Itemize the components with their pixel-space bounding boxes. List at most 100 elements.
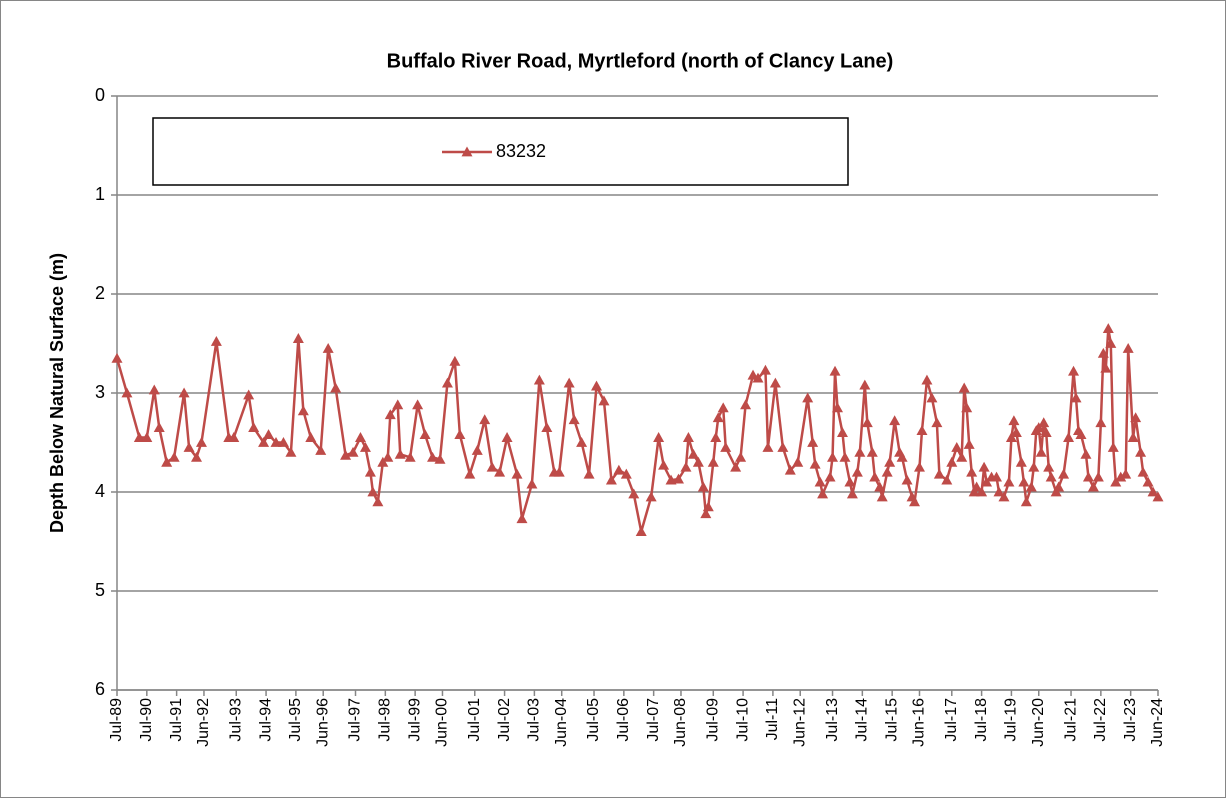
marker <box>881 466 893 477</box>
x-tick-label: Jul-15 <box>883 698 900 742</box>
marker <box>926 392 938 403</box>
marker <box>501 432 513 442</box>
marker <box>1082 471 1094 482</box>
marker <box>874 481 886 492</box>
marker <box>993 486 1005 497</box>
marker <box>951 441 963 452</box>
marker <box>1122 342 1134 353</box>
marker <box>347 446 359 457</box>
marker <box>759 364 771 375</box>
marker <box>620 468 632 479</box>
marker <box>971 481 983 492</box>
marker <box>613 464 625 475</box>
marker <box>576 437 588 447</box>
marker <box>998 491 1010 502</box>
marker <box>1130 412 1142 423</box>
marker <box>720 441 732 452</box>
marker <box>730 461 742 472</box>
marker <box>427 451 439 462</box>
marker <box>1008 415 1020 426</box>
marker <box>471 444 483 455</box>
marker <box>884 456 896 467</box>
marker <box>340 449 352 460</box>
marker <box>364 466 376 477</box>
marker <box>419 429 431 439</box>
marker <box>1105 338 1117 348</box>
marker <box>526 478 538 489</box>
marker <box>354 432 366 442</box>
marker <box>277 437 289 447</box>
marker <box>511 468 523 479</box>
marker <box>1147 486 1159 497</box>
marker <box>479 414 491 425</box>
marker <box>494 466 506 477</box>
marker <box>710 432 722 442</box>
marker <box>568 414 580 425</box>
marker <box>1018 476 1030 487</box>
marker <box>183 441 195 452</box>
marker <box>687 448 699 459</box>
marker <box>717 402 729 413</box>
x-tick-label: Jun-96 <box>314 698 331 747</box>
x-tick-label: Jun-04 <box>553 698 570 747</box>
marker <box>832 402 844 413</box>
marker <box>441 377 453 388</box>
marker <box>1127 432 1139 442</box>
marker <box>851 466 863 477</box>
marker <box>784 464 796 475</box>
marker <box>1115 471 1127 482</box>
marker <box>243 389 255 400</box>
marker <box>322 342 334 353</box>
marker <box>292 333 304 343</box>
marker <box>909 496 921 507</box>
marker <box>807 437 819 447</box>
y-tick-label: 0 <box>95 85 105 105</box>
x-tick-label: Jul-06 <box>615 698 632 742</box>
x-tick-label: Jul-22 <box>1092 698 1109 742</box>
marker <box>591 380 603 391</box>
marker <box>958 382 970 393</box>
marker <box>653 432 665 442</box>
marker <box>809 458 821 469</box>
marker <box>635 526 647 536</box>
marker <box>111 352 123 363</box>
marker <box>1092 471 1104 482</box>
x-tick-label: Jun-24 <box>1149 698 1166 747</box>
marker <box>961 402 973 413</box>
marker <box>752 372 764 383</box>
marker <box>941 474 953 485</box>
marker <box>876 491 888 502</box>
marker <box>1070 392 1082 403</box>
legend-label: 83232 <box>496 141 546 161</box>
marker <box>1087 481 1099 492</box>
marker <box>1100 362 1112 373</box>
marker <box>605 474 617 485</box>
marker <box>228 432 240 442</box>
marker <box>802 392 814 403</box>
marker <box>700 508 712 519</box>
marker <box>829 365 841 376</box>
marker <box>516 513 528 524</box>
marker <box>258 437 270 447</box>
y-tick-label: 5 <box>95 580 105 600</box>
marker <box>707 456 719 467</box>
marker <box>1010 427 1022 437</box>
marker <box>665 474 677 485</box>
marker <box>563 377 575 388</box>
marker <box>191 451 203 462</box>
marker <box>1142 476 1154 487</box>
marker <box>792 456 804 467</box>
marker <box>394 448 406 459</box>
marker <box>392 399 404 410</box>
marker <box>541 422 553 433</box>
marker <box>854 446 866 457</box>
marker <box>1102 323 1114 334</box>
marker <box>1040 427 1052 437</box>
marker <box>1120 468 1132 479</box>
x-tick-label: Jul-13 <box>824 698 841 742</box>
marker <box>1015 456 1027 467</box>
marker <box>1075 429 1087 439</box>
marker <box>384 409 396 420</box>
x-tick-label: Jul-03 <box>526 698 543 742</box>
marker <box>248 422 260 433</box>
